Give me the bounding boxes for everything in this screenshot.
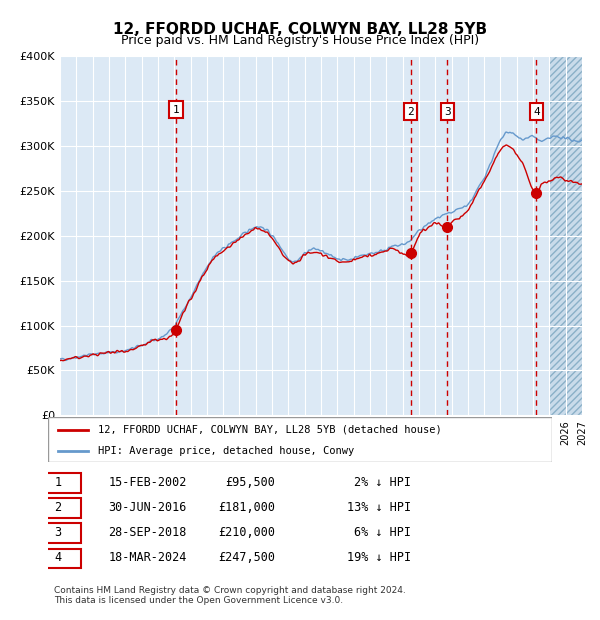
FancyBboxPatch shape bbox=[46, 498, 81, 518]
Text: £181,000: £181,000 bbox=[218, 501, 275, 514]
Text: Contains HM Land Registry data © Crown copyright and database right 2024.
This d: Contains HM Land Registry data © Crown c… bbox=[54, 586, 406, 605]
Text: £247,500: £247,500 bbox=[218, 551, 275, 564]
Text: HPI: Average price, detached house, Conwy: HPI: Average price, detached house, Conw… bbox=[98, 446, 355, 456]
Text: 3: 3 bbox=[55, 526, 62, 539]
FancyBboxPatch shape bbox=[46, 549, 81, 568]
Text: 4: 4 bbox=[533, 107, 540, 117]
Text: 3: 3 bbox=[444, 107, 451, 117]
FancyBboxPatch shape bbox=[46, 473, 81, 492]
Text: 12, FFORDD UCHAF, COLWYN BAY, LL28 5YB (detached house): 12, FFORDD UCHAF, COLWYN BAY, LL28 5YB (… bbox=[98, 425, 442, 435]
Text: 15-FEB-2002: 15-FEB-2002 bbox=[109, 476, 187, 489]
Text: 28-SEP-2018: 28-SEP-2018 bbox=[109, 526, 187, 539]
Bar bbox=[550, 56, 582, 415]
Text: 1: 1 bbox=[173, 105, 179, 115]
Text: 18-MAR-2024: 18-MAR-2024 bbox=[109, 551, 187, 564]
Text: 4: 4 bbox=[55, 551, 62, 564]
Bar bbox=[550, 56, 582, 415]
Text: 30-JUN-2016: 30-JUN-2016 bbox=[109, 501, 187, 514]
Text: Price paid vs. HM Land Registry's House Price Index (HPI): Price paid vs. HM Land Registry's House … bbox=[121, 34, 479, 47]
Text: £210,000: £210,000 bbox=[218, 526, 275, 539]
Text: £95,500: £95,500 bbox=[225, 476, 275, 489]
Text: 12, FFORDD UCHAF, COLWYN BAY, LL28 5YB: 12, FFORDD UCHAF, COLWYN BAY, LL28 5YB bbox=[113, 22, 487, 37]
Text: 6% ↓ HPI: 6% ↓ HPI bbox=[354, 526, 411, 539]
Text: 1: 1 bbox=[55, 476, 62, 489]
Text: 2: 2 bbox=[407, 107, 414, 117]
Text: 2% ↓ HPI: 2% ↓ HPI bbox=[354, 476, 411, 489]
Text: 19% ↓ HPI: 19% ↓ HPI bbox=[347, 551, 411, 564]
FancyBboxPatch shape bbox=[48, 417, 552, 462]
FancyBboxPatch shape bbox=[46, 523, 81, 543]
Text: 2: 2 bbox=[55, 501, 62, 514]
Text: 13% ↓ HPI: 13% ↓ HPI bbox=[347, 501, 411, 514]
